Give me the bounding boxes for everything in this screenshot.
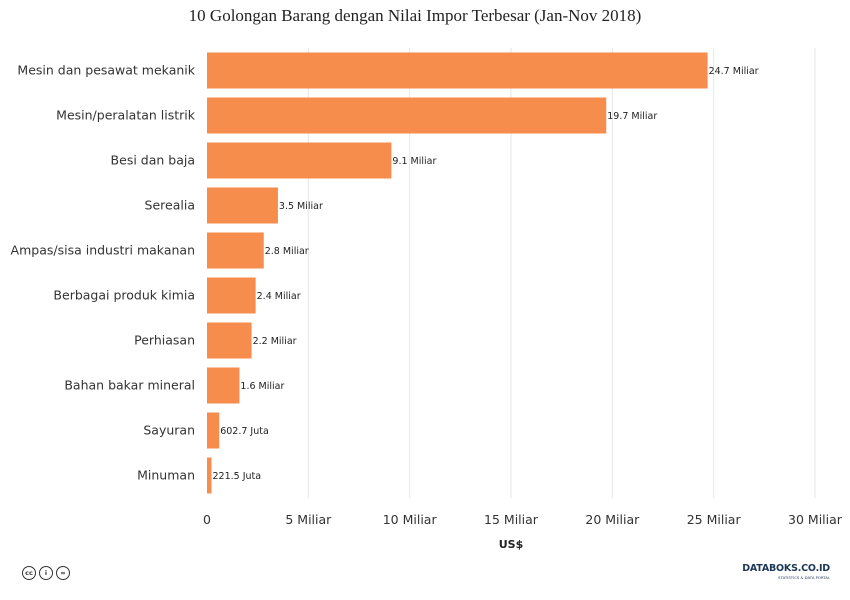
category-label: Mesin dan pesawat mekanik	[17, 63, 195, 78]
brand-tagline: STATISTICS & DATA PORTAL	[778, 575, 830, 580]
category-label: Serealia	[145, 198, 195, 213]
data-label: 2.2 Miliar	[253, 336, 297, 347]
data-label: 602.7 Juta	[220, 426, 269, 437]
data-label: 24.7 Miliar	[709, 66, 759, 77]
license-icons: cc i =	[22, 566, 70, 580]
attribution-icon: i	[39, 566, 53, 580]
x-tick-label: 25 Miliar	[687, 512, 742, 527]
data-label: 19.7 Miliar	[607, 111, 657, 122]
data-label: 2.4 Miliar	[257, 291, 301, 302]
category-label: Minuman	[137, 468, 195, 483]
data-label: 2.8 Miliar	[265, 246, 309, 257]
bar[interactable]	[207, 322, 252, 359]
x-tick-label: 30 Miliar	[788, 512, 843, 527]
bar[interactable]	[207, 367, 240, 404]
x-axis-ticks: 0 5 Miliar 10 Miliar 15 Miliar 20 Miliar 25 M…	[203, 512, 843, 527]
category-label: Bahan bakar mineral	[64, 378, 195, 393]
data-label: 221.5 Juta	[212, 471, 261, 482]
bar[interactable]	[207, 232, 264, 269]
bar[interactable]	[207, 412, 220, 449]
category-label: Ampas/sisa industri makanan	[11, 243, 195, 258]
gridlines	[307, 48, 816, 498]
no-derivatives-icon: =	[56, 566, 70, 580]
bar[interactable]	[207, 187, 278, 224]
x-axis-title: US$	[499, 538, 524, 551]
x-tick-label: 5 Miliar	[285, 512, 332, 527]
x-tick-label: 0	[203, 512, 211, 527]
bars	[207, 52, 708, 494]
cc-icon: cc	[22, 566, 36, 580]
brand-name: DATABOKS.CO.ID	[742, 563, 830, 574]
category-label: Perhiasan	[134, 333, 195, 348]
bar[interactable]	[207, 142, 392, 179]
category-label: Mesin/peralatan listrik	[56, 108, 196, 123]
bar[interactable]	[207, 97, 607, 134]
brand-logo[interactable]: DATABOKS.CO.ID STATISTICS & DATA PORTAL	[730, 563, 830, 580]
bar[interactable]	[207, 52, 708, 89]
data-labels: 24.7 Miliar 19.7 Miliar 9.1 Miliar 3.5 Mili…	[212, 66, 758, 482]
category-labels: Mesin dan pesawat mekanik Mesin/peralatan…	[11, 63, 196, 483]
category-label: Besi dan baja	[111, 153, 195, 168]
chart-title: 10 Golongan Barang dengan Nilai Impor Te…	[188, 6, 642, 25]
bar[interactable]	[207, 277, 256, 314]
data-label: 3.5 Miliar	[279, 201, 323, 212]
category-label: Sayuran	[143, 423, 195, 438]
data-label: 9.1 Miliar	[392, 156, 436, 167]
x-tick-label: 15 Miliar	[484, 512, 539, 527]
x-tick-label: 10 Miliar	[383, 512, 438, 527]
bar[interactable]	[207, 457, 212, 494]
data-label: 1.6 Miliar	[240, 381, 284, 392]
category-label: Berbagai produk kimia	[53, 288, 195, 303]
bar-chart: Mesin dan pesawat mekanik Mesin/peralatan…	[11, 48, 843, 551]
x-tick-label: 20 Miliar	[585, 512, 640, 527]
